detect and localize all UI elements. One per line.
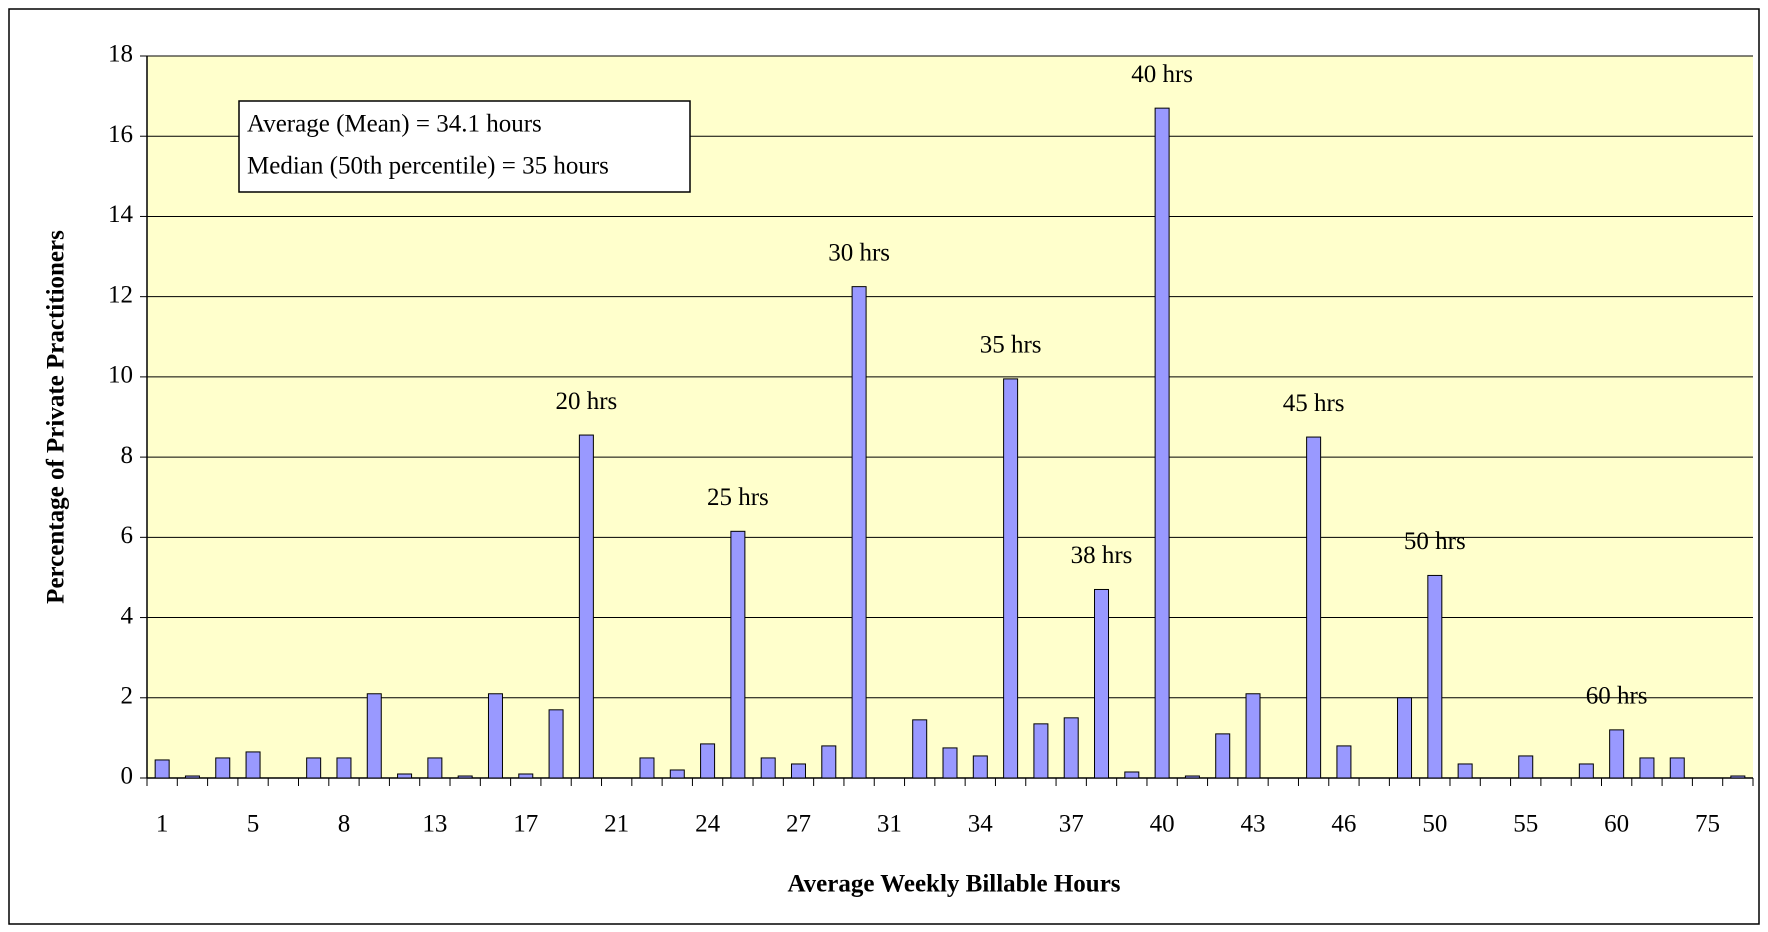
x-tick-label: 13 — [422, 811, 447, 838]
x-tick-label: 24 — [695, 811, 721, 838]
bar — [912, 719, 928, 779]
value-label: 40 hrs — [1131, 61, 1193, 88]
bar — [730, 530, 746, 779]
bar — [1336, 745, 1352, 779]
x-tick-label: 50 — [1422, 811, 1447, 838]
bar — [1730, 775, 1746, 779]
bar — [336, 757, 352, 779]
bar — [790, 763, 806, 779]
bar — [366, 693, 382, 779]
annotation: Median (50th percentile) = 35 hours — [247, 153, 609, 180]
bar — [1397, 697, 1413, 779]
value-label: 60 hrs — [1586, 683, 1648, 710]
bar — [184, 775, 200, 779]
value-label: 20 hrs — [555, 388, 617, 415]
bar — [1427, 574, 1443, 779]
bar — [154, 759, 170, 779]
bar — [306, 757, 322, 779]
bar — [1518, 755, 1534, 779]
bar — [1669, 757, 1685, 779]
y-tick-label: 18 — [108, 41, 133, 68]
bar — [821, 745, 837, 779]
bar — [1063, 717, 1079, 779]
x-tick-label: 37 — [1059, 811, 1084, 838]
x-tick-label: 5 — [247, 811, 260, 838]
y-tick-label: 6 — [121, 522, 134, 549]
x-tick-label: 31 — [877, 811, 902, 838]
value-label: 45 hrs — [1283, 390, 1345, 417]
bar — [1639, 757, 1655, 779]
x-tick-label: 40 — [1150, 811, 1175, 838]
x-axis-label: Average Weekly Billable Hours — [787, 871, 1120, 898]
bar — [1033, 723, 1049, 779]
y-axis-label: Percentage of Private Practitioners — [43, 230, 70, 604]
bar — [942, 747, 958, 779]
x-tick-label: 75 — [1695, 811, 1720, 838]
bar — [1245, 693, 1261, 779]
y-tick-label: 0 — [121, 763, 134, 790]
x-tick-label: 21 — [604, 811, 629, 838]
y-tick-label: 14 — [108, 201, 134, 228]
x-tick-label: 46 — [1331, 811, 1356, 838]
bar — [518, 773, 534, 779]
bar — [851, 286, 867, 779]
y-tick-label: 4 — [121, 602, 134, 629]
bar — [972, 755, 988, 779]
bar — [215, 757, 231, 779]
value-label: 38 hrs — [1071, 542, 1133, 569]
y-tick-label: 2 — [121, 683, 134, 710]
y-tick-label: 16 — [108, 121, 133, 148]
value-label: 30 hrs — [828, 239, 890, 266]
bar — [397, 773, 413, 779]
bar — [1306, 436, 1322, 779]
value-label: 25 hrs — [707, 484, 769, 511]
bar — [487, 693, 503, 779]
x-tick-label: 43 — [1241, 811, 1266, 838]
bar — [1094, 588, 1110, 779]
bar — [457, 775, 473, 779]
bar — [1184, 775, 1200, 779]
bar — [578, 434, 594, 779]
x-tick-label: 55 — [1513, 811, 1538, 838]
bar — [1578, 763, 1594, 779]
bar — [548, 709, 564, 779]
bar — [427, 757, 443, 779]
bar — [669, 769, 685, 779]
bar — [760, 757, 776, 779]
bar — [1124, 771, 1140, 779]
x-tick-label: 17 — [513, 811, 538, 838]
value-label: 50 hrs — [1404, 528, 1466, 555]
value-label: 35 hrs — [980, 332, 1042, 359]
x-tick-label: 8 — [338, 811, 351, 838]
bar — [1154, 107, 1170, 779]
annotation: Average (Mean) = 34.1 hours — [247, 111, 542, 138]
bar — [1457, 763, 1473, 779]
legend-box — [238, 100, 691, 193]
x-tick-label: 1 — [156, 811, 169, 838]
y-tick-label: 8 — [121, 442, 134, 469]
bar — [700, 743, 716, 779]
bar — [245, 751, 261, 779]
y-tick-label: 12 — [108, 281, 133, 308]
bar — [1003, 378, 1019, 779]
x-tick-label: 34 — [968, 811, 994, 838]
y-tick-label: 10 — [108, 362, 133, 389]
x-tick-label: 60 — [1604, 811, 1629, 838]
bar — [639, 757, 655, 779]
bar — [1215, 733, 1231, 779]
bar — [1609, 729, 1625, 779]
x-tick-label: 27 — [786, 811, 811, 838]
